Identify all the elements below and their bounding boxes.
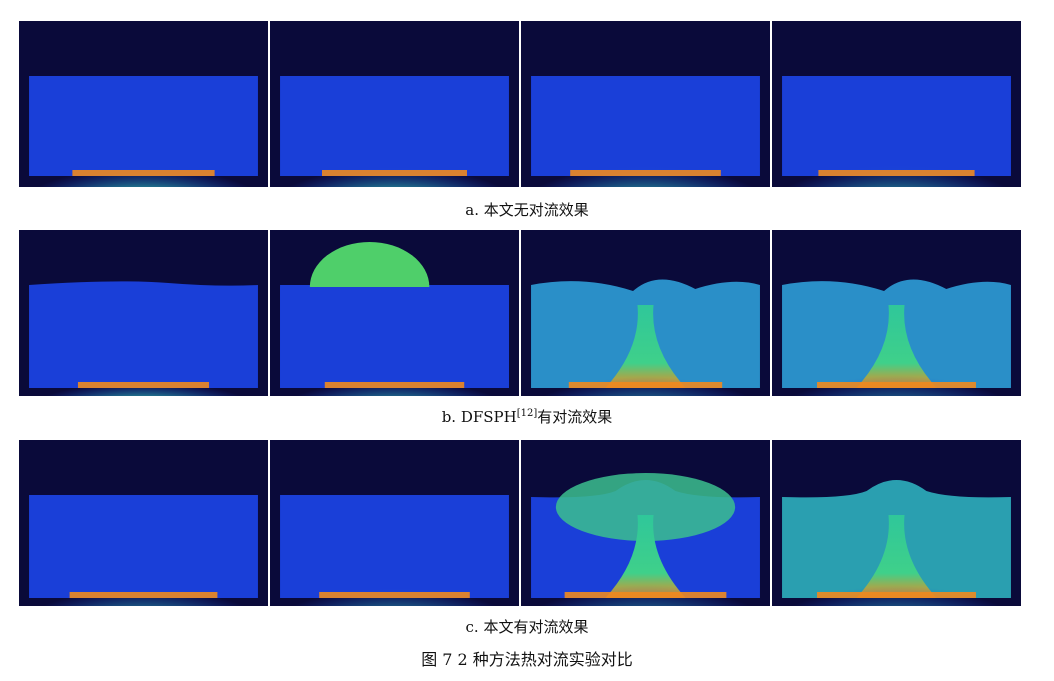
simulation-render (772, 279, 1021, 396)
panel-b-4 (772, 230, 1021, 396)
simulation-render (278, 76, 511, 187)
panel-a-3 (521, 21, 770, 187)
caption-b: b. DFSPH[12]有对流效果 (441, 408, 613, 426)
row-a (19, 21, 1021, 187)
simulation-render (274, 495, 515, 606)
row-c (19, 440, 1021, 606)
row-b (19, 230, 1021, 396)
simulation-render (29, 281, 258, 396)
simulation-render (29, 76, 258, 187)
simulation-render (280, 242, 509, 396)
panel-b-2 (270, 230, 519, 396)
panel-c-2 (270, 440, 519, 606)
panel-a-2 (270, 21, 519, 187)
panel-c-4 (772, 440, 1021, 606)
simulation-render (521, 473, 770, 606)
caption-c: c. 本文有对流效果 (465, 618, 589, 636)
caption-a: a. 本文无对流效果 (465, 201, 589, 219)
simulation-render (772, 480, 1021, 606)
simulation-render (525, 76, 766, 187)
panel-a-1 (19, 21, 268, 187)
simulation-render (772, 76, 1021, 187)
simulation-render (25, 495, 262, 606)
panel-b-3 (521, 230, 770, 396)
panel-c-3 (521, 440, 770, 606)
panel-a-4 (772, 21, 1021, 187)
panel-b-1 (19, 230, 268, 396)
simulation-render (522, 279, 769, 396)
panel-c-1 (19, 440, 268, 606)
figure-caption: 图 7 2 种方法热对流实验对比 (421, 650, 633, 669)
